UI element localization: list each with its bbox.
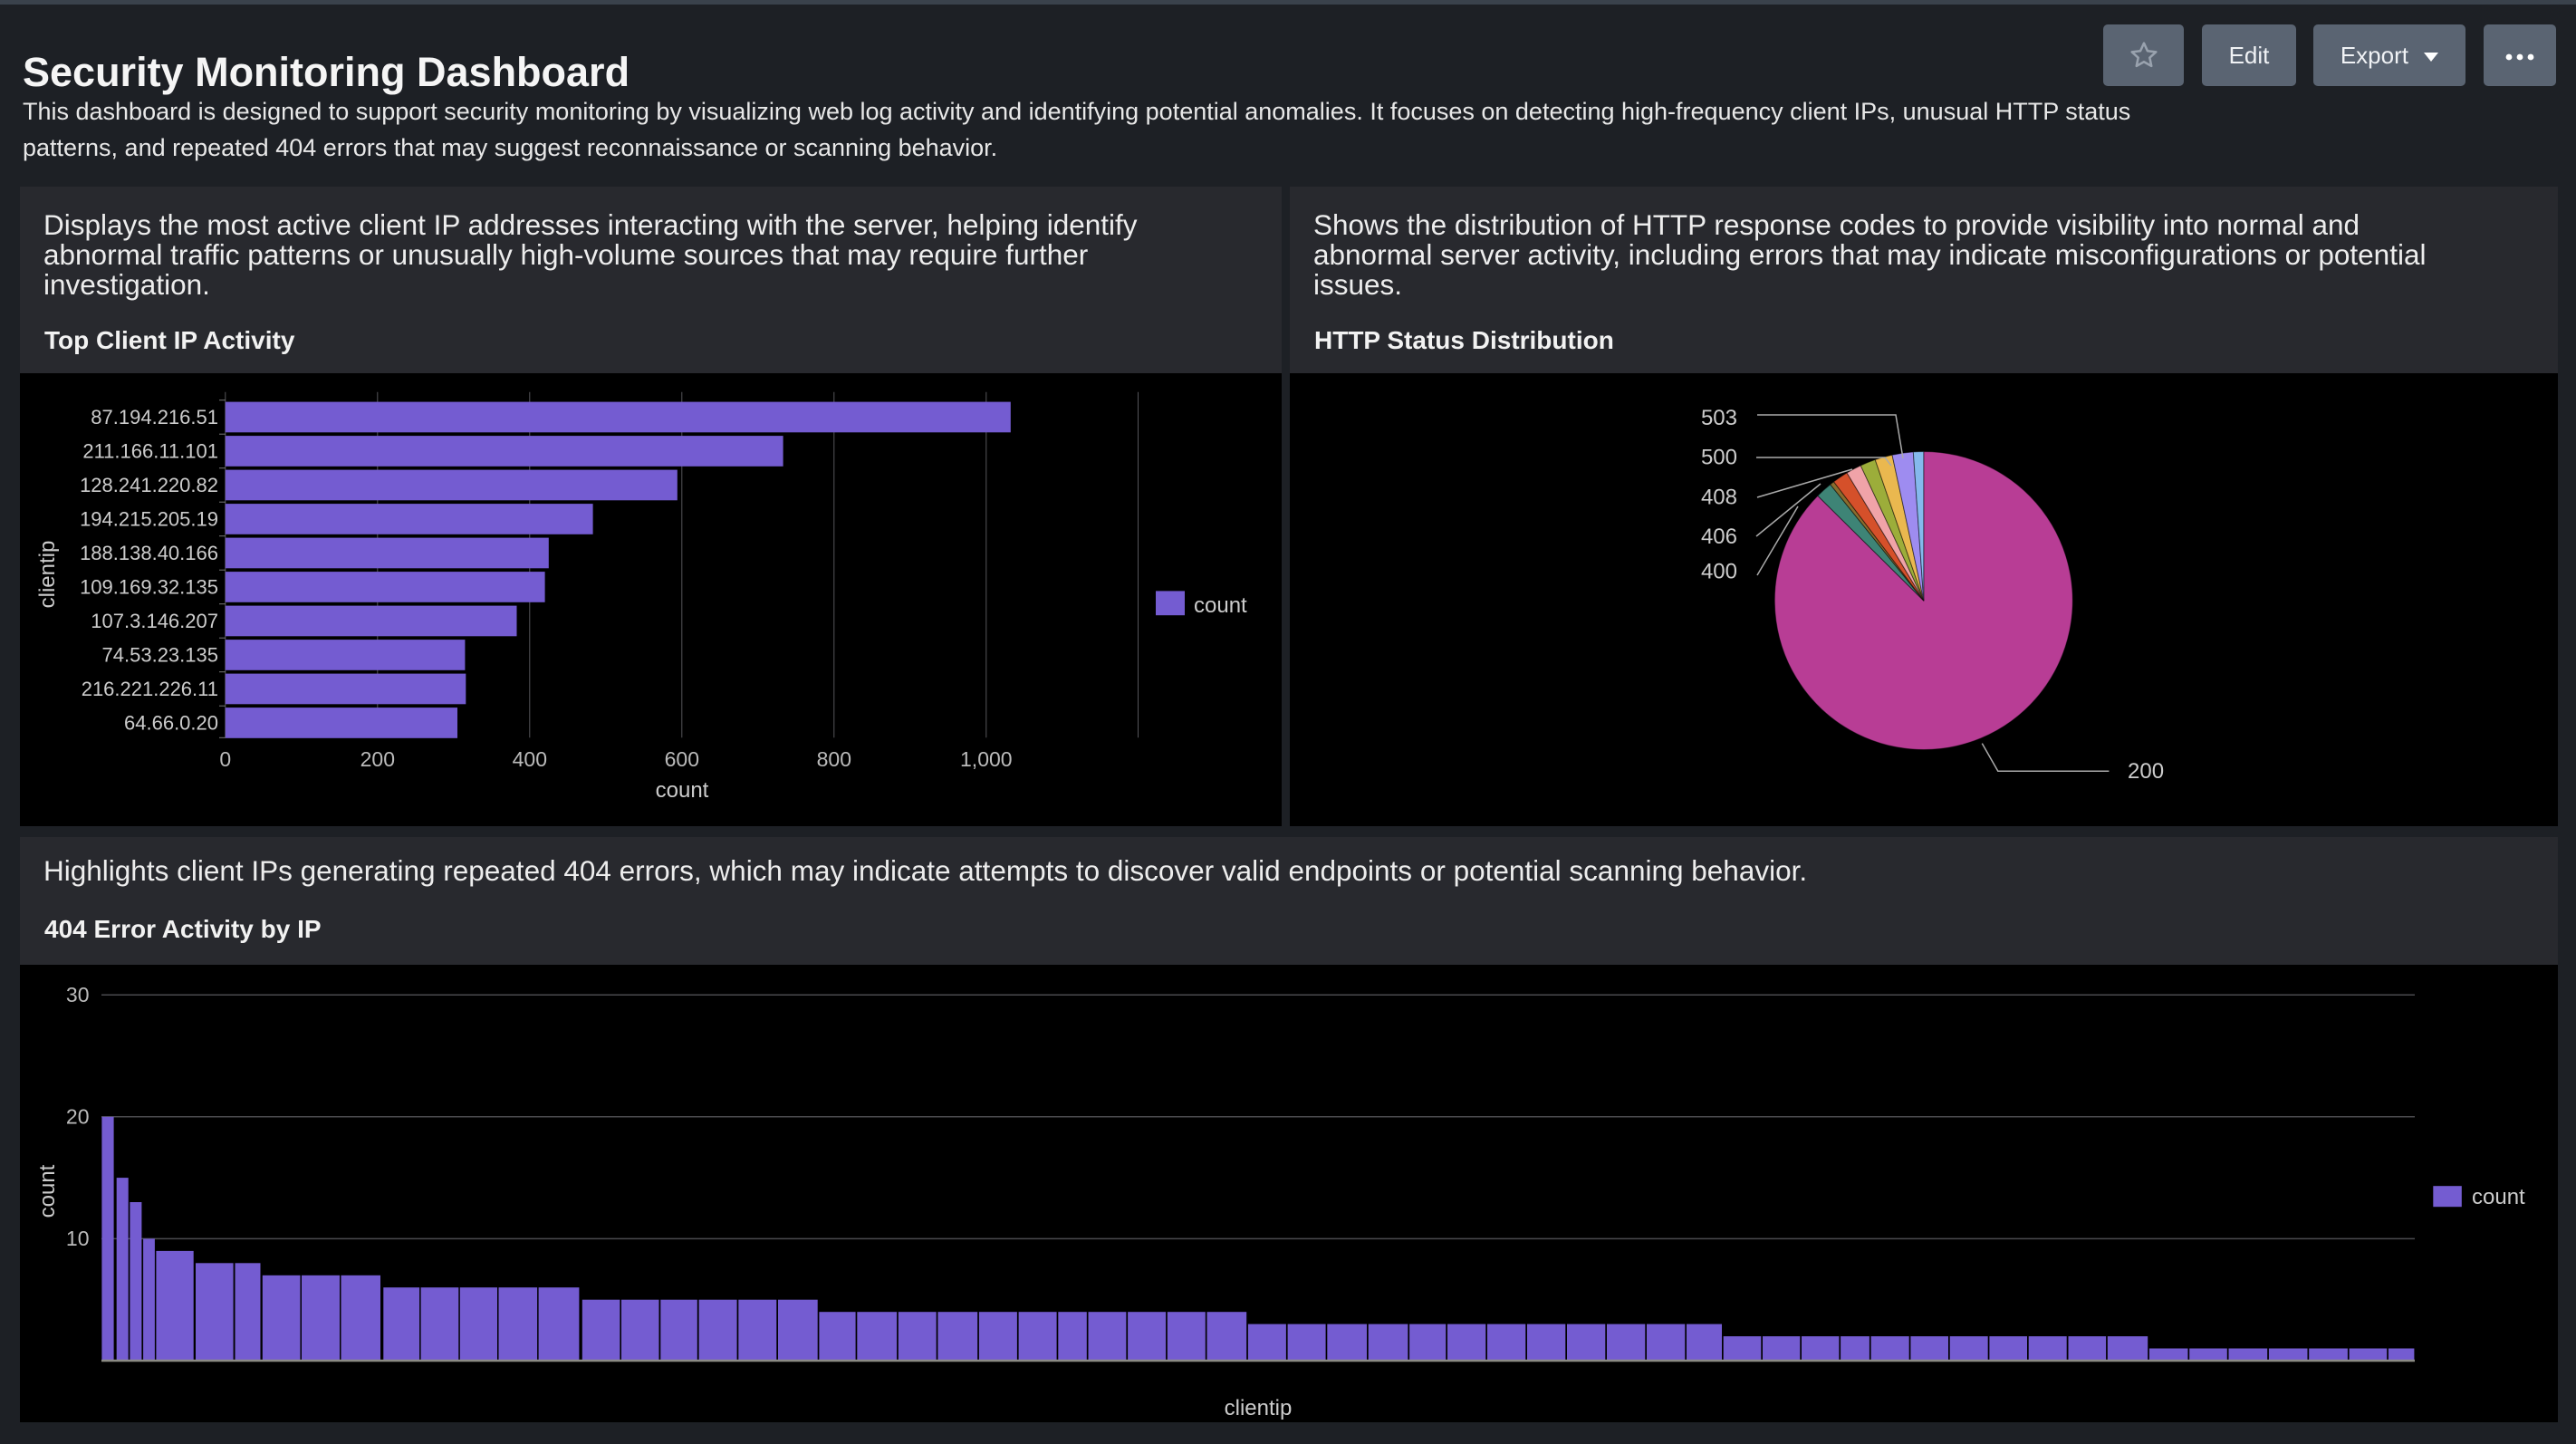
svg-text:count: count bbox=[35, 1164, 60, 1218]
svg-text:1,000: 1,000 bbox=[960, 747, 1013, 771]
svg-text:20: 20 bbox=[66, 1105, 90, 1129]
svg-text:count: count bbox=[656, 778, 709, 803]
svg-text:188.138.40.166: 188.138.40.166 bbox=[80, 542, 218, 564]
svg-text:600: 600 bbox=[665, 747, 699, 771]
svg-text:406: 406 bbox=[1701, 525, 1737, 549]
svg-text:30: 30 bbox=[66, 983, 90, 1006]
svg-text:74.53.23.135: 74.53.23.135 bbox=[102, 644, 218, 667]
svg-text:0: 0 bbox=[219, 747, 231, 771]
svg-text:194.215.205.19: 194.215.205.19 bbox=[80, 508, 218, 531]
svg-text:clientip: clientip bbox=[1225, 1396, 1293, 1420]
svg-text:408: 408 bbox=[1701, 486, 1737, 510]
svg-text:10: 10 bbox=[66, 1227, 90, 1250]
svg-text:87.194.216.51: 87.194.216.51 bbox=[91, 406, 218, 428]
svg-text:clientip: clientip bbox=[35, 541, 60, 609]
svg-text:count: count bbox=[2472, 1185, 2525, 1209]
svg-text:count: count bbox=[1194, 593, 1247, 618]
svg-text:400: 400 bbox=[513, 747, 547, 771]
svg-text:800: 800 bbox=[817, 747, 851, 771]
svg-text:400: 400 bbox=[1701, 560, 1737, 584]
svg-text:200: 200 bbox=[2128, 759, 2164, 784]
svg-text:107.3.146.207: 107.3.146.207 bbox=[91, 610, 218, 632]
svg-text:211.166.11.101: 211.166.11.101 bbox=[82, 440, 218, 463]
svg-text:109.169.32.135: 109.169.32.135 bbox=[80, 576, 218, 599]
svg-text:503: 503 bbox=[1701, 406, 1737, 430]
svg-text:64.66.0.20: 64.66.0.20 bbox=[124, 712, 218, 735]
svg-text:500: 500 bbox=[1701, 446, 1737, 470]
svg-text:216.221.226.11: 216.221.226.11 bbox=[82, 678, 218, 700]
svg-text:200: 200 bbox=[360, 747, 395, 771]
svg-text:128.241.220.82: 128.241.220.82 bbox=[80, 474, 218, 496]
